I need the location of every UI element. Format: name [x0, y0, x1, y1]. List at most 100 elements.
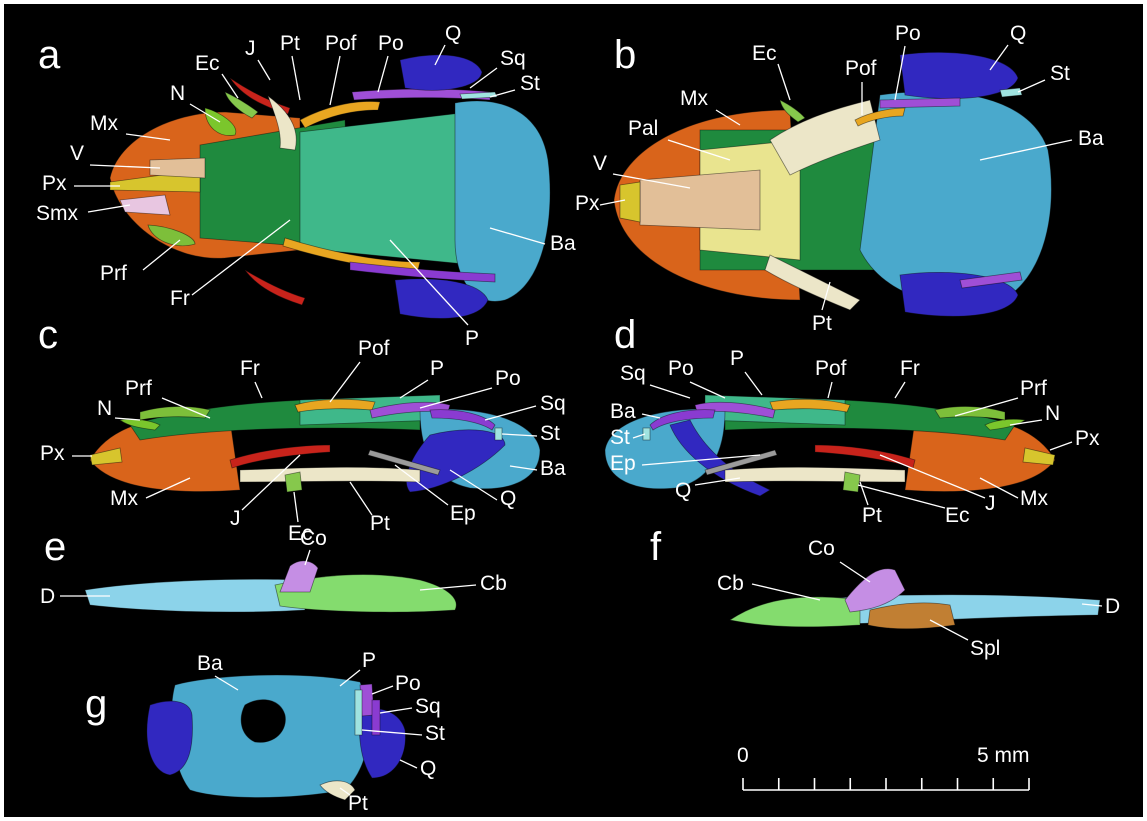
label-c-pt: Pt [370, 512, 390, 535]
label-f-co: Co [808, 537, 835, 560]
label-b-v: V [593, 152, 607, 175]
label-a-v: V [70, 142, 84, 165]
panel-c-skull [89, 394, 541, 493]
label-b-px: Px [575, 192, 600, 215]
label-g-st: St [425, 722, 445, 745]
panel-label-d: d [614, 313, 636, 357]
label-a-prf: Prf [100, 262, 127, 285]
label-a-px: Px [42, 172, 67, 195]
label-e-co: Co [300, 527, 327, 550]
label-c-p: P [430, 357, 444, 380]
label-c-fr: Fr [240, 357, 260, 380]
label-b-ec: Ec [752, 42, 777, 65]
label-g-ba: Ba [197, 652, 223, 675]
panel-e-labels: Co D Cb [40, 527, 507, 608]
panel-d-skull [604, 394, 1056, 497]
label-d-ec: Ec [945, 504, 970, 527]
label-g-sq: Sq [415, 695, 441, 718]
scale-bar-start-label: 0 [737, 744, 749, 767]
label-e-cb: Cb [480, 572, 507, 595]
panel-b-labels: Ec Po Q Pof St Mx Ba Pal V Px Pt [575, 22, 1104, 335]
panel-label-f: f [650, 525, 662, 569]
label-a-smx: Smx [36, 202, 79, 225]
label-f-cb: Cb [717, 572, 744, 595]
label-g-po: Po [395, 672, 421, 695]
label-d-q: Q [675, 479, 691, 502]
panel-label-c: c [38, 313, 58, 357]
label-c-pof: Pof [358, 337, 390, 360]
panel-label-a: a [38, 33, 61, 77]
label-b-mx: Mx [680, 87, 708, 110]
label-c-mx: Mx [110, 487, 138, 510]
label-d-pt: Pt [862, 504, 882, 527]
label-a-st: St [520, 72, 540, 95]
label-d-px: Px [1075, 427, 1100, 450]
label-c-j: J [230, 507, 241, 530]
label-a-pof: Pof [325, 32, 357, 55]
label-c-sq: Sq [540, 392, 566, 415]
label-b-ba: Ba [1078, 127, 1104, 150]
label-a-mx: Mx [90, 112, 118, 135]
label-a-p: P [465, 327, 479, 350]
scale-bar-end-label: 5 mm [977, 744, 1030, 767]
label-e-d: D [40, 585, 55, 608]
label-d-fr: Fr [900, 357, 920, 380]
label-d-ba: Ba [610, 400, 636, 423]
label-a-ba: Ba [550, 232, 576, 255]
panel-g-skull [146, 674, 406, 801]
label-c-q: Q [500, 487, 516, 510]
label-d-n: N [1045, 402, 1060, 425]
label-g-pt: Pt [348, 792, 368, 815]
label-d-st: St [610, 426, 630, 449]
panel-a-labels: J Pt Pof Po Q Sq St Ec N Mx V Px Smx [36, 22, 576, 350]
label-a-sq: Sq [500, 47, 526, 70]
label-d-prf: Prf [1020, 377, 1047, 400]
label-d-j: J [985, 492, 996, 515]
panel-d-labels: Sq Po P Pof Fr Prf Ba N St Px Ep Q Mx [610, 347, 1100, 527]
panel-c-labels: Pof Fr P Po Sq Prf N St Px Ba Mx Q Ep [40, 337, 566, 545]
label-d-p: P [730, 347, 744, 370]
panel-label-b: b [614, 33, 636, 77]
panel-label-e: e [44, 525, 66, 569]
label-a-j: J [245, 37, 256, 60]
label-a-pt: Pt [280, 32, 300, 55]
panel-f-labels: Co Cb D Spl [717, 537, 1120, 660]
label-b-pof: Pof [845, 57, 877, 80]
label-c-px: Px [40, 442, 65, 465]
label-a-ec: Ec [195, 52, 220, 75]
label-c-po: Po [495, 367, 521, 390]
panel-f-jaw [728, 568, 1101, 630]
scale-bar-ticks [742, 778, 1030, 790]
label-c-ec: Ec [288, 522, 313, 545]
label-a-n: N [170, 82, 185, 105]
label-b-st: St [1050, 62, 1070, 85]
label-d-ep: Ep [610, 452, 636, 475]
label-b-pt: Pt [812, 312, 832, 335]
label-g-p: P [362, 649, 376, 672]
label-b-q: Q [1010, 22, 1026, 45]
label-f-d: D [1105, 595, 1120, 618]
label-c-ep: Ep [450, 502, 476, 525]
label-d-po: Po [668, 357, 694, 380]
panel-g-labels: Ba P Po Sq St Q Pt [197, 649, 445, 815]
label-b-pal: Pal [628, 117, 658, 140]
label-c-prf: Prf [125, 377, 152, 400]
panel-label-g: g [85, 682, 107, 726]
label-f-spl: Spl [970, 637, 1000, 660]
panel-b-skull [613, 52, 1052, 317]
scale-bar: 0 5 mm [737, 744, 1030, 791]
panel-a-skull [109, 54, 551, 319]
panel-e-jaw [84, 560, 457, 613]
label-c-n: N [97, 397, 112, 420]
label-a-fr: Fr [170, 287, 190, 310]
label-d-mx: Mx [1020, 487, 1048, 510]
label-c-ba: Ba [540, 457, 566, 480]
label-a-po: Po [378, 32, 404, 55]
label-b-po: Po [895, 22, 921, 45]
label-d-sq: Sq [620, 362, 646, 385]
label-d-pof: Pof [815, 357, 847, 380]
label-c-st: St [540, 422, 560, 445]
label-g-q: Q [420, 757, 436, 780]
